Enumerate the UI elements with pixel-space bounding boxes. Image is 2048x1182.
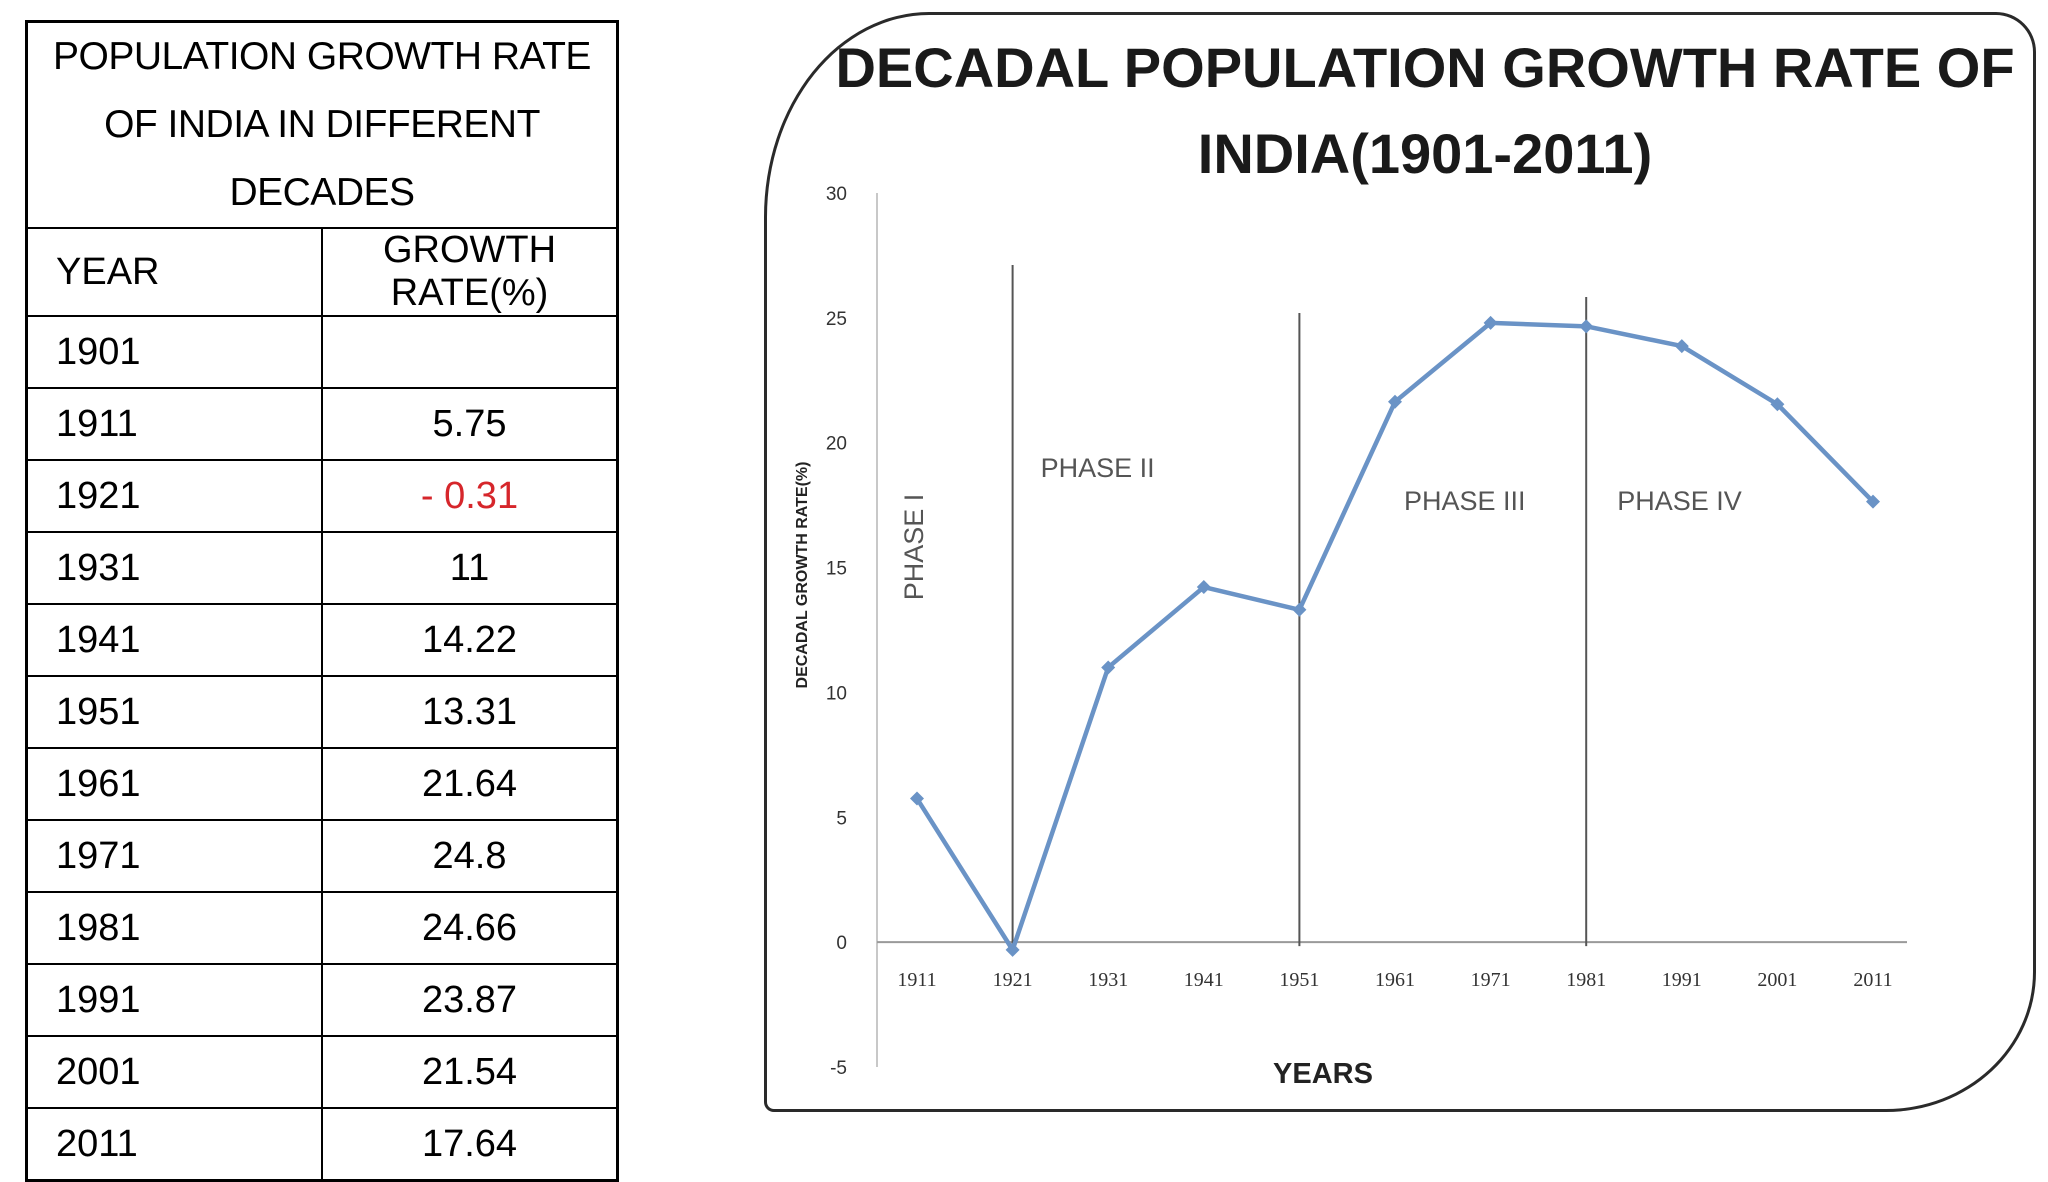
- table-row: 1991 23.87: [25, 963, 619, 1037]
- data-point: [1388, 394, 1402, 409]
- year-cell: 1931: [25, 531, 323, 605]
- growth-rate-table: POPULATION GROWTH RATE OF INDIA IN DIFFE…: [25, 20, 619, 1182]
- table-row: 1931 11: [25, 531, 619, 605]
- line-chart: DECADAL POPULATION GROWTH RATE OF INDIA(…: [794, 36, 2015, 1090]
- table-row: 1981 24.66: [25, 891, 619, 965]
- y-tick-label: -5: [830, 1058, 847, 1079]
- column-header-year: YEAR: [25, 227, 323, 317]
- growth-rate-cell: - 0.31: [321, 459, 619, 533]
- growth-rate-cell: 13.31: [321, 675, 619, 749]
- growth-rate-cell: 23.87: [321, 963, 619, 1037]
- column-header-growth-rate: GROWTH RATE(%): [321, 227, 619, 317]
- y-tick-label: 0: [836, 933, 847, 954]
- table-row: 2001 21.54: [25, 1035, 619, 1109]
- table-body: 1901 1911 5.75 1921- 0.31 1931 11 1941 14.22 195…: [25, 315, 619, 1182]
- data-point: [1579, 319, 1594, 334]
- year-cell: 2011: [25, 1107, 323, 1182]
- growth-rate-cell: 24.8: [321, 819, 619, 893]
- chart-panel: DECADAL POPULATION GROWTH RATE OF INDIA(…: [764, 12, 2036, 1112]
- table-row: 1971 24.8: [25, 819, 619, 893]
- x-axis-title: YEARS: [1273, 1058, 1373, 1090]
- data-point: [1292, 602, 1307, 617]
- data-point: [1770, 397, 1785, 412]
- x-tick-label: 1911: [897, 969, 936, 991]
- phase-label: PHASE III: [1404, 486, 1526, 516]
- axes: 30 25 20 15 10 5 0 -5 1911 1921 1931 1941 1951 1961 19…: [826, 184, 1907, 1079]
- y-tick-label: 20: [826, 434, 847, 455]
- year-cell: 1951: [25, 675, 323, 749]
- table-row: 2011 17.64: [25, 1107, 619, 1182]
- year-cell: 1901: [25, 315, 323, 389]
- x-tick-label: 1921: [993, 969, 1033, 991]
- x-tick-label: 1991: [1662, 969, 1702, 991]
- x-tick-label: 2011: [1853, 969, 1892, 991]
- growth-rate-cell: 5.75: [321, 387, 619, 461]
- data-point: [1101, 660, 1116, 675]
- growth-rate-cell: 11: [321, 531, 619, 605]
- growth-rate-cell: 17.64: [321, 1107, 619, 1182]
- data-point: [1483, 315, 1498, 330]
- year-cell: 1941: [25, 603, 323, 677]
- year-cell: 1991: [25, 963, 323, 1037]
- data-point: [1005, 942, 1020, 957]
- x-tick-label: 1931: [1088, 969, 1128, 991]
- table-title-row: POPULATION GROWTH RATE OF INDIA IN DIFFE…: [25, 20, 619, 229]
- year-cell: 1981: [25, 891, 323, 965]
- x-tick-label: 2001: [1757, 969, 1797, 991]
- y-tick-label: 15: [826, 559, 847, 580]
- y-tick-label: 5: [836, 808, 847, 829]
- phase-dividers: [1011, 265, 1588, 947]
- x-tick-label: 1951: [1279, 969, 1319, 991]
- year-cell: 1971: [25, 819, 323, 893]
- growth-rate-cell: 14.22: [321, 603, 619, 677]
- x-tick-label: 1971: [1471, 969, 1511, 991]
- table-row: 1921- 0.31: [25, 459, 619, 533]
- phase-label: PHASE IV: [1617, 486, 1742, 516]
- year-cell: 1921: [25, 459, 323, 533]
- year-cell: 1961: [25, 747, 323, 821]
- table-row: 1911 5.75: [25, 387, 619, 461]
- data-point: [1866, 494, 1880, 509]
- year-cell: 1911: [25, 387, 323, 461]
- data-point: [910, 791, 924, 806]
- chart-title-line-2: INDIA(1901-2011): [1198, 122, 1652, 185]
- y-tick-label: 25: [826, 309, 847, 330]
- table-row: 1941 14.22: [25, 603, 619, 677]
- growth-rate-cell: 21.54: [321, 1035, 619, 1109]
- series-line: [914, 320, 1876, 953]
- data-point: [1674, 339, 1689, 354]
- table-header-row: YEAR GROWTH RATE(%): [25, 227, 619, 317]
- growth-rate-cell: 24.66: [321, 891, 619, 965]
- phase-label: PHASE I: [899, 494, 929, 601]
- growth-rate-cell: [321, 315, 619, 389]
- table-title: POPULATION GROWTH RATE OF INDIA IN DIFFE…: [25, 20, 619, 229]
- y-tick-label: 30: [826, 184, 847, 205]
- x-tick-label: 1961: [1375, 969, 1415, 991]
- table-row: 1961 21.64: [25, 747, 619, 821]
- phase-label: PHASE II: [1041, 453, 1155, 483]
- x-tick-label: 1941: [1184, 969, 1224, 991]
- data-point: [1196, 580, 1211, 595]
- chart-title-line-1: DECADAL POPULATION GROWTH RATE OF: [835, 36, 2014, 99]
- x-tick-label: 1981: [1566, 969, 1606, 991]
- phase-labels: PHASE I PHASE II PHASE III PHASE IV: [899, 453, 1742, 600]
- y-tick-label: 10: [826, 683, 847, 704]
- table-row: 1901: [25, 315, 619, 389]
- table-row: 1951 13.31: [25, 675, 619, 749]
- year-cell: 2001: [25, 1035, 323, 1109]
- growth-rate-cell: 21.64: [321, 747, 619, 821]
- series-layer: [910, 315, 1880, 957]
- y-axis-title: DECADAL GROWTH RATE(%): [794, 462, 811, 689]
